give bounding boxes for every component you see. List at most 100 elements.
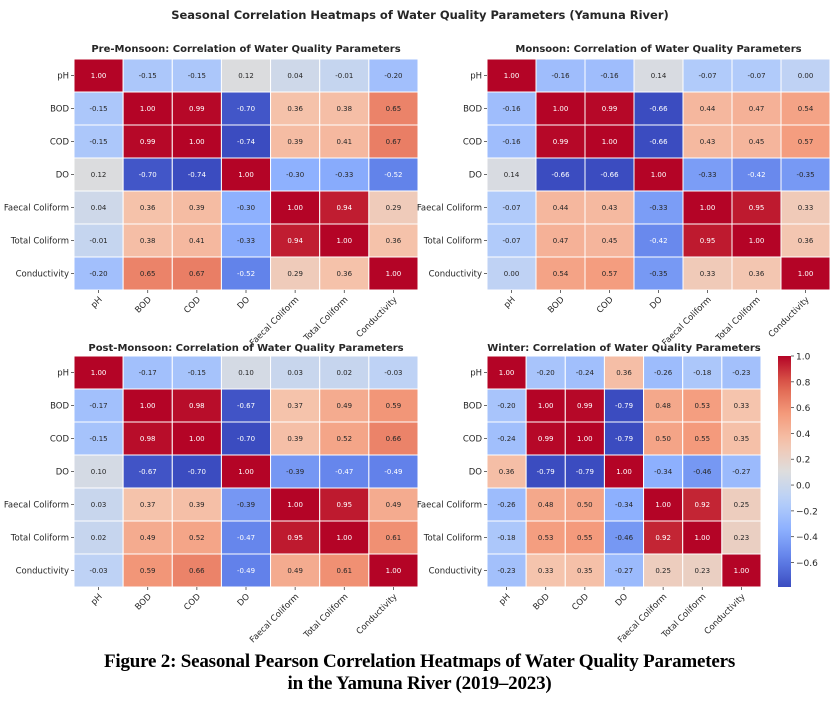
cell-value-label: 0.33	[734, 402, 750, 410]
cell-value-label: 0.12	[91, 171, 107, 179]
heatmap-cell	[368, 520, 419, 555]
y-tick-label: Faecal Coliform	[417, 501, 482, 511]
heatmap-cell	[122, 388, 173, 423]
x-tick-label: Faecal Coliform	[660, 295, 713, 348]
heatmap-cell	[633, 58, 684, 93]
y-tick-label: Faecal Coliform	[4, 501, 69, 511]
heatmap-cell	[122, 58, 173, 93]
cell-value-label: 0.23	[694, 567, 710, 575]
cell-value-label: -0.70	[237, 105, 255, 113]
cell-value-label: 0.38	[140, 237, 156, 245]
heatmap-cell	[319, 388, 370, 423]
cell-value-label: -0.24	[498, 435, 517, 443]
y-tick-label: Faecal Coliform	[4, 204, 69, 214]
y-tick-label: Total Coliform	[423, 237, 482, 247]
y-tick-label: Total Coliform	[10, 534, 69, 544]
cell-value-label: -0.01	[90, 237, 108, 245]
heatmap-cell	[368, 553, 419, 588]
heatmap-cell	[270, 454, 321, 489]
cell-value-label: -0.66	[649, 138, 668, 146]
cell-value-label: -0.66	[551, 171, 570, 179]
cell-value-label: 0.39	[189, 204, 205, 212]
panel-title: Monsoon: Correlation of Water Quality Pa…	[515, 44, 801, 55]
colorbar-tick-label: 0.8	[796, 378, 811, 388]
cell-value-label: 0.55	[577, 534, 593, 542]
cell-value-label: 1.00	[798, 270, 814, 278]
cell-value-label: -0.15	[139, 72, 157, 80]
cell-value-label: -0.74	[188, 171, 207, 179]
cell-value-label: -0.15	[90, 435, 108, 443]
cell-value-label: 0.29	[386, 204, 402, 212]
heatmap-cell	[780, 91, 831, 126]
y-tick-label: pH	[470, 369, 482, 379]
cell-value-label: 1.00	[700, 204, 716, 212]
heatmap-cell	[603, 520, 645, 555]
cell-value-label: 1.00	[749, 237, 765, 245]
cell-value-label: -0.16	[551, 72, 570, 80]
cell-value-label: -0.74	[237, 138, 256, 146]
cell-value-label: 0.43	[602, 204, 618, 212]
heatmap-cell	[368, 388, 419, 423]
heatmap-cell	[486, 58, 537, 93]
cell-value-label: 1.00	[651, 171, 667, 179]
heatmap-cell	[319, 157, 370, 192]
heatmap-cell	[270, 223, 321, 258]
cell-value-label: -0.33	[237, 237, 255, 245]
heatmap-cell	[584, 91, 635, 126]
y-tick-label: COD	[50, 138, 70, 148]
cell-value-label: 0.61	[336, 567, 352, 575]
cell-value-label: -0.67	[139, 468, 157, 476]
cell-value-label: 0.02	[336, 369, 352, 377]
cell-value-label: 0.29	[287, 270, 303, 278]
cell-value-label: 0.57	[798, 138, 814, 146]
cell-value-label: -0.30	[237, 204, 255, 212]
x-tick-label: BOD	[133, 592, 154, 613]
x-tick-label: DO	[236, 592, 253, 609]
cell-value-label: -0.30	[286, 171, 304, 179]
y-tick-label: DO	[56, 468, 70, 478]
cell-value-label: 0.39	[287, 435, 303, 443]
heatmap-cell	[73, 487, 124, 522]
cell-value-label: 0.67	[189, 270, 205, 278]
cell-value-label: 0.59	[386, 402, 402, 410]
cell-value-label: 0.10	[91, 468, 107, 476]
cell-value-label: 1.00	[602, 138, 618, 146]
y-tick-label: Total Coliform	[10, 237, 69, 247]
cell-value-label: -0.23	[732, 369, 750, 377]
cell-value-label: 1.00	[287, 204, 303, 212]
y-tick-label: pH	[470, 72, 482, 82]
heatmap-cell	[643, 553, 684, 588]
cell-value-label: -0.16	[600, 72, 619, 80]
heatmap-cell	[780, 157, 831, 192]
cell-value-label: -0.49	[237, 567, 255, 575]
heatmap-cell	[73, 388, 124, 423]
y-tick-label: DO	[469, 468, 483, 478]
heatmap-cell	[780, 58, 831, 93]
heatmap-cell	[535, 157, 586, 192]
cell-value-label: -0.07	[698, 72, 716, 80]
heatmap-cell	[368, 487, 419, 522]
heatmap-cell	[525, 553, 566, 588]
heatmap-cell	[525, 487, 566, 522]
cell-value-label: 0.37	[140, 501, 156, 509]
cell-value-label: 0.92	[655, 534, 671, 542]
cell-value-label: 1.00	[91, 369, 107, 377]
heatmap-cell	[319, 58, 370, 93]
y-tick-label: DO	[56, 171, 70, 181]
x-tick-label: Conductivity	[355, 295, 400, 340]
x-tick-label: pH	[89, 295, 104, 310]
cell-value-label: 0.95	[700, 237, 716, 245]
colorbar-tick-label: −0.4	[796, 533, 818, 543]
cell-value-label: 0.99	[189, 105, 205, 113]
heatmap-cell	[486, 124, 537, 159]
cell-value-label: 0.49	[287, 567, 303, 575]
heatmap-cell	[270, 388, 321, 423]
cell-value-label: 0.39	[287, 138, 303, 146]
cell-value-label: -0.27	[615, 567, 633, 575]
cell-value-label: 0.99	[140, 138, 156, 146]
cell-value-label: -0.16	[502, 105, 521, 113]
cell-value-label: 0.44	[553, 204, 569, 212]
cell-value-label: -0.39	[286, 468, 304, 476]
cell-value-label: -0.79	[576, 468, 594, 476]
